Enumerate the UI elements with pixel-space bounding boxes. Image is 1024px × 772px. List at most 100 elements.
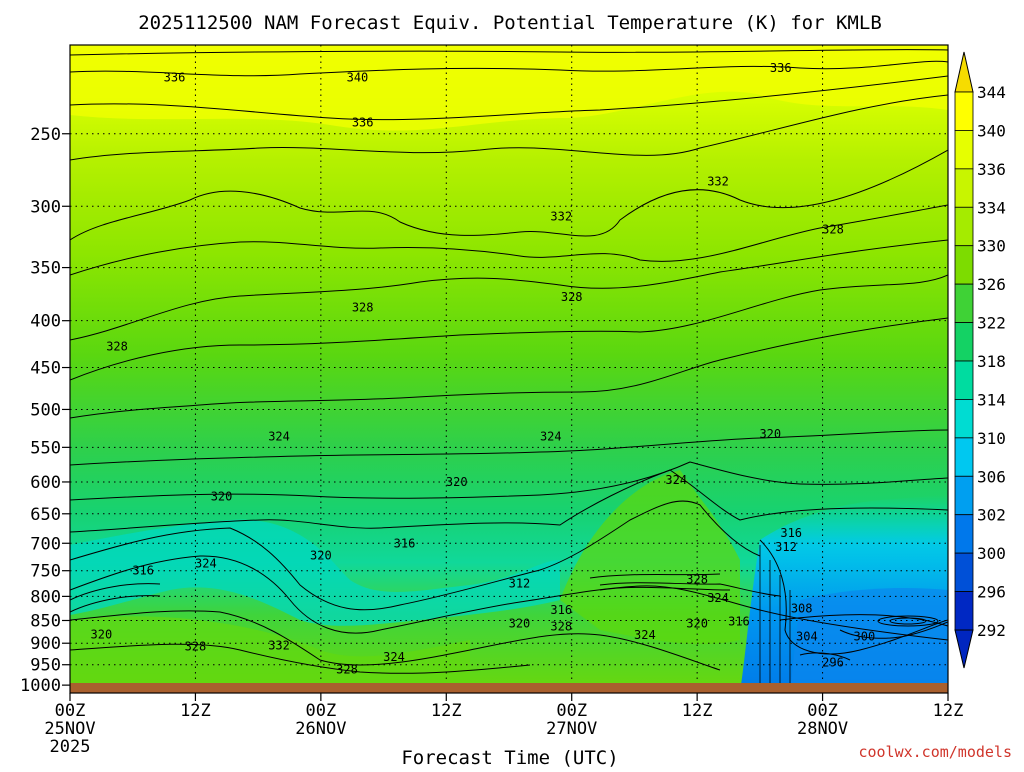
colorbar-segment (954, 514, 974, 554)
colorbar-label: 344 (977, 83, 1006, 102)
colorbar-label: 302 (977, 506, 1006, 525)
x-tick-label: 12Z (682, 701, 713, 721)
x-tick-label: 2025 (50, 737, 91, 757)
contour-label: 328 (550, 620, 572, 634)
plot-frame (69, 44, 949, 694)
contour-label: 324 (707, 591, 729, 605)
colorbar: 344 340 336 334 330 326 322 318 314 310 306 302 300 2… (954, 51, 1006, 669)
x-axis-title: Forecast Time (UTC) (401, 747, 618, 768)
contour-field (70, 45, 948, 692)
contour-label: 328 (352, 301, 374, 315)
y-tick-label: 500 (30, 400, 61, 420)
contour-label: 324 (540, 429, 562, 443)
y-axis: 250 300 350 400 450 500 550 600 650 700 750 800 850 9… (20, 125, 70, 696)
x-tick-label: 00Z (55, 701, 86, 721)
credit-text: coolwx.com/models (858, 743, 1012, 761)
contour-label: 332 (707, 175, 729, 189)
contour-label: 324 (665, 473, 687, 487)
contour-label: 336 (352, 115, 374, 129)
contour-label: 304 (796, 630, 818, 644)
colorbar-segment (954, 322, 974, 362)
contour-label: 316 (132, 564, 154, 578)
x-tick-label: 12Z (933, 701, 964, 721)
contour-label: 320 (91, 627, 113, 641)
y-tick-label: 600 (30, 473, 61, 493)
x-tick-label: 12Z (180, 701, 211, 721)
colorbar-label: 292 (977, 621, 1006, 640)
contour-label: 316 (394, 536, 416, 550)
contour-label: 320 (509, 617, 531, 631)
x-tick-label: 00Z (807, 701, 838, 721)
colorbar-segment (954, 245, 974, 285)
colorbar-label: 336 (977, 160, 1006, 179)
contour-label: 328 (822, 222, 844, 236)
x-tick-label: 28NOV (797, 719, 848, 739)
chart-title: 2025112500 NAM Forecast Equiv. Potential… (138, 12, 882, 34)
colorbar-label: 334 (977, 198, 1006, 217)
x-tick-label: 26NOV (295, 719, 346, 739)
y-tick-label: 350 (30, 259, 61, 279)
y-tick-label: 650 (30, 505, 61, 525)
colorbar-segment (954, 283, 974, 323)
contour-label: 320 (686, 617, 708, 631)
colorbar-segment (954, 437, 974, 477)
colorbar-label: 296 (977, 583, 1006, 602)
colorbar-label: 330 (977, 237, 1006, 256)
colorbar-label: 310 (977, 429, 1006, 448)
colorbar-label: 326 (977, 275, 1006, 294)
contour-label: 336 (770, 61, 792, 75)
y-tick-label: 950 (30, 656, 61, 676)
contour-label: 328 (106, 340, 128, 354)
y-tick-label: 450 (30, 359, 61, 379)
y-tick-label: 550 (30, 438, 61, 458)
contour-label: 320 (310, 549, 332, 563)
colorbar-label: 340 (977, 121, 1006, 140)
colorbar-segment (954, 399, 974, 439)
colorbar-segment (954, 360, 974, 400)
colorbar-segment (954, 206, 974, 247)
y-tick-label: 850 (30, 611, 61, 631)
x-tick-label: 00Z (556, 701, 587, 721)
colorbar-segment (954, 130, 974, 170)
contour-label: 336 (164, 70, 186, 84)
contour-label: 332 (550, 210, 572, 224)
contour-label: 328 (561, 290, 583, 304)
colorbar-top-arrow (954, 51, 974, 93)
x-tick-label: 27NOV (546, 719, 597, 739)
colorbar-label: 314 (977, 390, 1006, 409)
colorbar-label: 306 (977, 467, 1006, 486)
colorbar-segment (954, 168, 974, 208)
contour-label: 328 (336, 663, 358, 677)
contour-label: 328 (686, 573, 708, 587)
contour-label: 300 (854, 630, 876, 644)
y-tick-label: 400 (30, 312, 61, 332)
colorbar-label: 322 (977, 314, 1006, 333)
contour-label: 308 (791, 602, 813, 616)
colorbar-segment (954, 475, 974, 516)
contour-label: 320 (446, 475, 468, 489)
contour-label: 320 (211, 489, 233, 503)
y-tick-label: 700 (30, 534, 61, 554)
x-tick-label: 12Z (431, 701, 462, 721)
contour-labels: 336 340 336 336 332 332 328 328 328 328 324 324 320 3… (91, 61, 876, 677)
x-tick-label: 25NOV (44, 719, 95, 739)
contour-label: 296 (822, 656, 844, 670)
contour-label: 316 (728, 614, 750, 628)
colorbar-segment (954, 591, 974, 631)
contour-label: 320 (759, 427, 781, 441)
contour-label: 312 (775, 540, 797, 554)
colorbar-label: 300 (977, 544, 1006, 563)
colorbar-segment (954, 91, 974, 131)
colorbar-bottom-arrow (954, 629, 974, 669)
colorbar-label: 318 (977, 352, 1006, 371)
contour-label: 324 (634, 628, 656, 642)
contour-lines (70, 49, 948, 692)
y-tick-label: 1000 (20, 676, 61, 696)
y-tick-label: 250 (30, 125, 61, 145)
contour-label: 328 (185, 640, 207, 654)
contour-label: 324 (383, 650, 405, 664)
ground-strip (70, 683, 948, 693)
y-tick-label: 750 (30, 562, 61, 582)
